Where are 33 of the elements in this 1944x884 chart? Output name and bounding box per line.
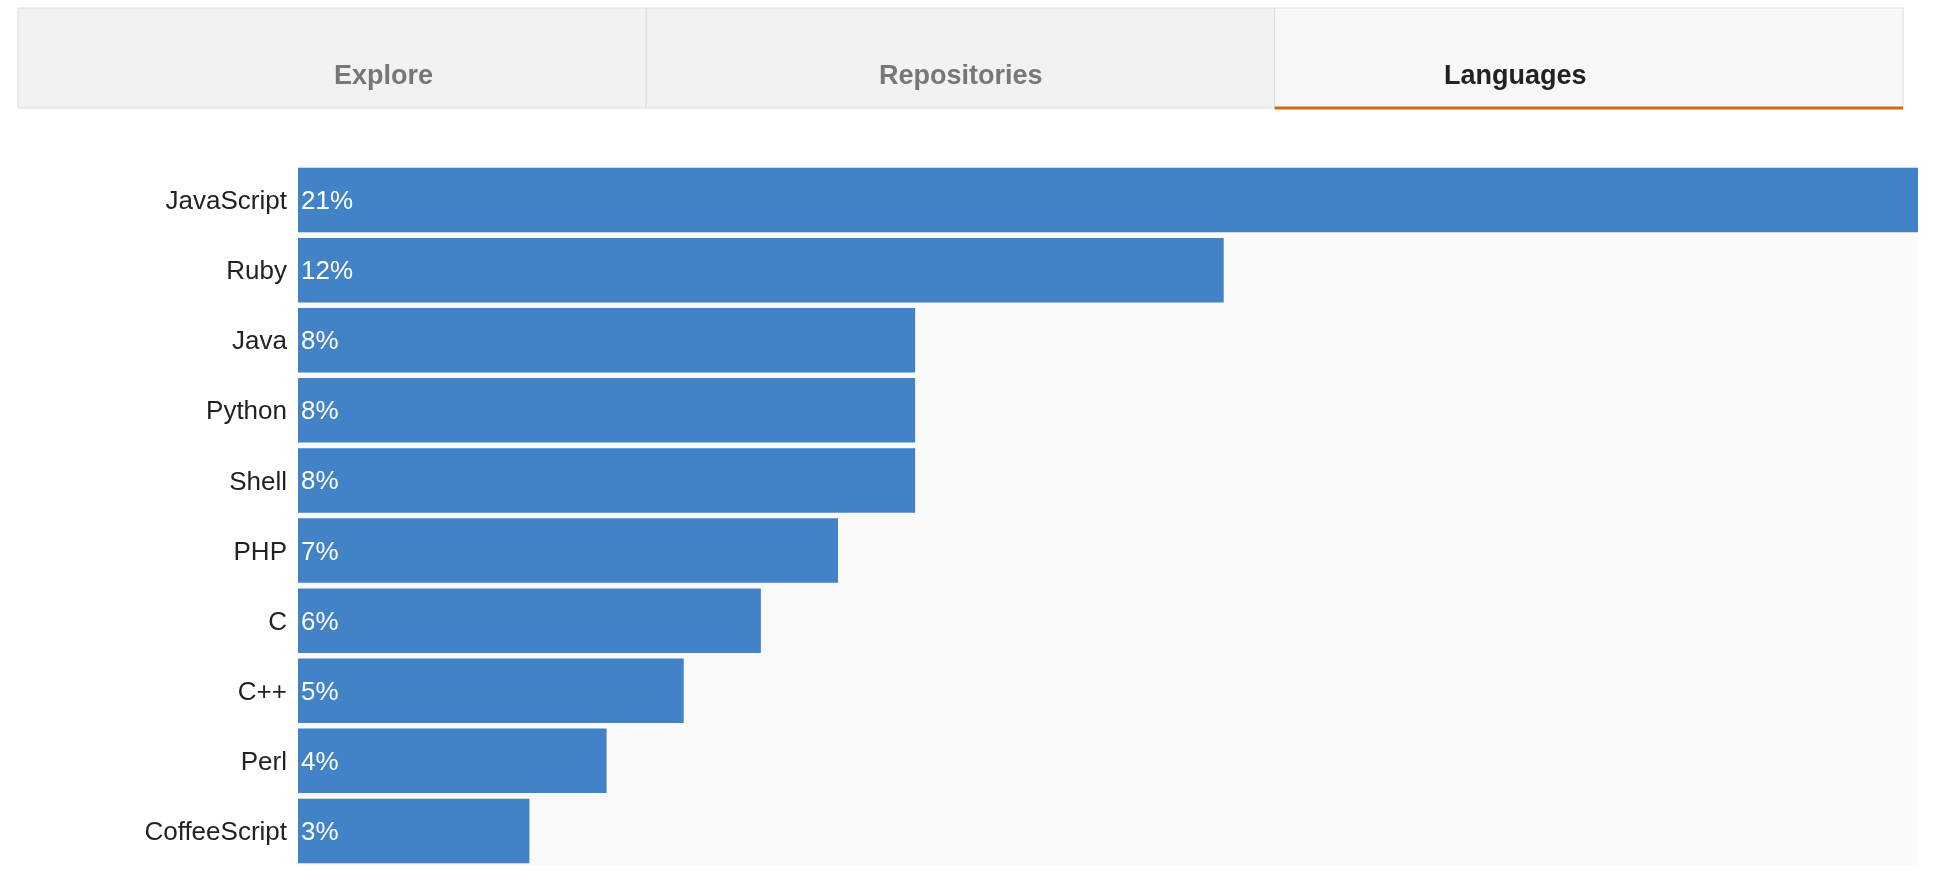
y-tick-label: C++: [237, 675, 287, 706]
bar: [298, 798, 530, 864]
y-tick-label: Ruby: [226, 255, 287, 286]
bar: [298, 167, 1918, 233]
bar: [298, 518, 838, 583]
y-tick-label: Perl: [240, 745, 287, 776]
data-label: 8%: [301, 395, 339, 426]
y-tick-label: Python: [206, 395, 287, 426]
data-label: 4%: [301, 745, 339, 776]
data-label: 8%: [301, 325, 339, 356]
y-tick-label: PHP: [233, 535, 287, 566]
data-label: 6%: [301, 605, 339, 636]
data-label: 12%: [301, 255, 354, 286]
data-label: 7%: [301, 535, 339, 566]
text: Repositories: [879, 60, 1043, 90]
y-tick-label: Java: [232, 325, 288, 356]
bar: [298, 378, 916, 443]
data-label: 21%: [301, 185, 354, 216]
bar: [298, 728, 607, 794]
bar: [298, 588, 761, 653]
bar: [298, 448, 916, 513]
text: Languages: [1444, 60, 1587, 90]
y-tick-label: C: [268, 605, 287, 636]
bar: [298, 658, 684, 723]
bar: [298, 308, 916, 373]
data-label: 5%: [301, 675, 339, 706]
bar: [298, 237, 1224, 303]
text: Explore: [334, 60, 434, 90]
data-label: 3%: [301, 815, 339, 846]
data-label: 8%: [301, 465, 339, 496]
y-tick-label: CoffeeScript: [144, 816, 288, 847]
y-tick-label: Shell: [229, 465, 287, 496]
y-tick-label: JavaScript: [165, 185, 288, 216]
